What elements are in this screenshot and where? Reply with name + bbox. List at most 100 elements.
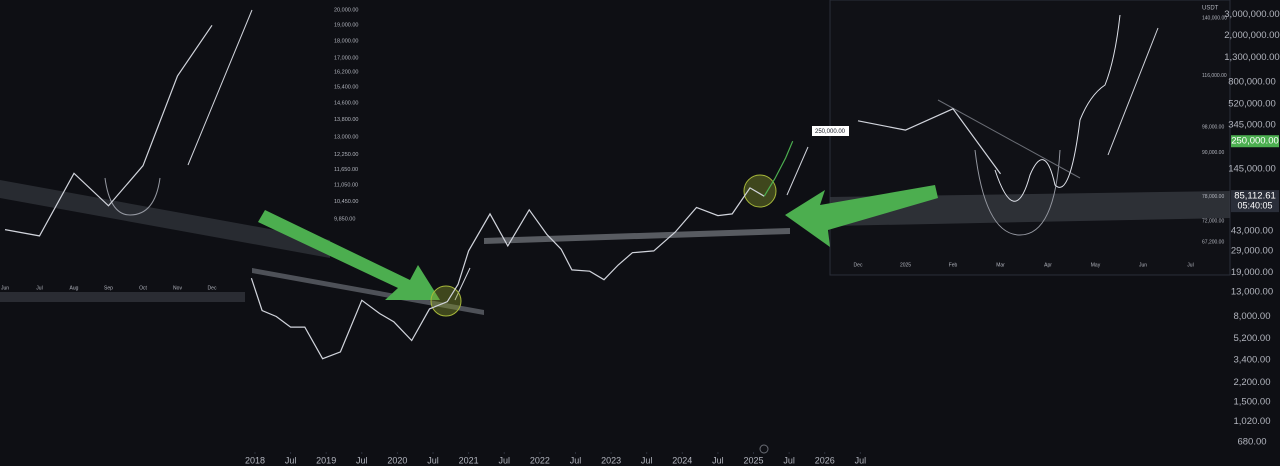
y-tick-label: 20,000.00 xyxy=(334,8,358,14)
arrow xyxy=(454,267,471,301)
x-tick-label: 2026 xyxy=(815,455,835,465)
y-tick-label: 5,200.00 xyxy=(1234,333,1271,344)
x-tick-label: Jun xyxy=(1,285,9,291)
y-tick-label: 116,000.00 xyxy=(1202,73,1227,79)
x-tick-label: Feb xyxy=(949,262,958,268)
y-tick-label: 520,000.00 xyxy=(1228,98,1276,109)
channel xyxy=(252,268,484,315)
price-tag xyxy=(1231,135,1279,148)
y-tick-label: 145,000.00 xyxy=(1228,163,1276,174)
y-tick-label: 14,600.00 xyxy=(334,100,358,106)
highlight xyxy=(743,174,777,208)
y-tick-label: 2,200.00 xyxy=(1234,377,1271,388)
x-tick-label: Jul xyxy=(36,285,42,291)
y-tick-label: 98,000.00 xyxy=(1202,124,1224,130)
y-tick-label: 10,450.00 xyxy=(334,199,358,205)
arrow xyxy=(786,146,809,196)
band xyxy=(0,292,245,302)
x-tick-label: Jul xyxy=(783,455,795,465)
y-tick-label: 78,000.00 xyxy=(1202,194,1224,200)
x-tick-label: Dec xyxy=(854,262,863,268)
y-tick-label: 1,500.00 xyxy=(1234,396,1271,407)
x-tick-label: 2020 xyxy=(387,455,407,465)
y-tick-label: 72,000.00 xyxy=(1202,218,1224,224)
unit-label: USDT xyxy=(1202,6,1219,12)
y-tick-label: 11,050.00 xyxy=(334,182,358,188)
x-tick-label: Dec xyxy=(208,285,217,291)
y-tick-label: 29,000.00 xyxy=(1231,245,1273,256)
y-tick-label: 800,000.00 xyxy=(1228,76,1276,87)
y-tick-label: 1,300,000.00 xyxy=(1224,52,1279,63)
cup xyxy=(104,177,161,216)
y-tick-label: 11,650.00 xyxy=(334,167,358,173)
y-tick-label: 3,000,000.00 xyxy=(1224,9,1279,20)
price-line xyxy=(763,140,794,197)
y-tick-label: 19,000.00 xyxy=(1231,267,1273,278)
x-tick-label: Nov xyxy=(173,285,182,291)
x-tick-label: Jul xyxy=(712,455,724,465)
y-tick-label: 90,000.00 xyxy=(1202,150,1224,156)
x-tick-label: Jun xyxy=(1139,262,1147,268)
y-tick-label: 67,200.00 xyxy=(1202,239,1224,245)
x-tick-label: Jul xyxy=(498,455,510,465)
x-tick-label: Aug xyxy=(70,285,79,291)
annotation: 250,000.00 xyxy=(815,129,846,135)
x-tick-label: 2023 xyxy=(601,455,621,465)
x-tick-label: 2019 xyxy=(316,455,336,465)
y-tick-label: 2,000,000.00 xyxy=(1224,30,1279,41)
y-tick-label: 140,000.00 xyxy=(1202,16,1227,22)
x-tick-label: 2018 xyxy=(245,455,265,465)
green-arrow xyxy=(785,185,938,247)
x-tick-label: 2024 xyxy=(672,455,692,465)
y-tick-label: 15,400.00 xyxy=(334,85,358,91)
green-arrow xyxy=(258,210,440,300)
x-tick-label: Jul xyxy=(641,455,653,465)
price-tag-sublabel: 05:40:05 xyxy=(1237,200,1272,210)
y-tick-label: 680.00 xyxy=(1237,437,1266,448)
y-tick-label: 43,000.00 xyxy=(1231,225,1273,236)
x-tick-label: 2025 xyxy=(900,262,911,268)
cup xyxy=(974,149,1061,236)
x-tick-label: Jul xyxy=(1187,262,1193,268)
channel xyxy=(0,180,330,258)
price-tag-label: 85,112.61 xyxy=(1234,191,1276,202)
y-tick-label: 16,200.00 xyxy=(334,70,358,76)
x-tick-label: Jul xyxy=(285,455,297,465)
x-tick-label: May xyxy=(1091,262,1101,268)
y-tick-label: 18,000.00 xyxy=(334,39,358,45)
add-icon xyxy=(759,444,769,454)
price-line xyxy=(250,187,765,360)
arrow xyxy=(1107,27,1159,156)
y-tick-label: 3,400.00 xyxy=(1234,355,1271,366)
x-tick-label: 2022 xyxy=(530,455,550,465)
inset-panel xyxy=(829,0,1231,276)
projection-sketch xyxy=(994,14,1121,202)
y-tick-label: 12,250.00 xyxy=(334,152,358,158)
y-tick-label: 19,000.00 xyxy=(334,23,358,29)
x-tick-label: Sep xyxy=(104,285,113,291)
annotation-box xyxy=(812,126,849,136)
channel xyxy=(484,228,790,244)
x-tick-label: 2025 xyxy=(744,455,764,465)
arrow xyxy=(187,9,253,166)
x-tick-label: Oct xyxy=(139,285,147,291)
y-tick-label: 13,000.00 xyxy=(334,135,358,141)
x-tick-label: Jul xyxy=(570,455,582,465)
x-tick-label: Jul xyxy=(855,455,867,465)
price-tag-label: 250,000.00 xyxy=(1231,136,1279,147)
x-tick-label: Apr xyxy=(1044,262,1052,268)
x-tick-label: 2021 xyxy=(459,455,479,465)
price-tag xyxy=(1231,190,1279,213)
y-tick-label: 8,000.00 xyxy=(1234,311,1271,322)
y-tick-label: 13,000.00 xyxy=(1231,286,1273,297)
x-tick-label: Jul xyxy=(356,455,368,465)
y-tick-label: 345,000.00 xyxy=(1228,119,1276,130)
highlight xyxy=(430,285,462,317)
y-tick-label: 13,800.00 xyxy=(334,117,358,123)
y-tick-label: 1,020.00 xyxy=(1234,416,1271,427)
x-tick-label: Mar xyxy=(996,262,1005,268)
x-tick-label: Jul xyxy=(427,455,439,465)
trendline xyxy=(937,99,1081,179)
